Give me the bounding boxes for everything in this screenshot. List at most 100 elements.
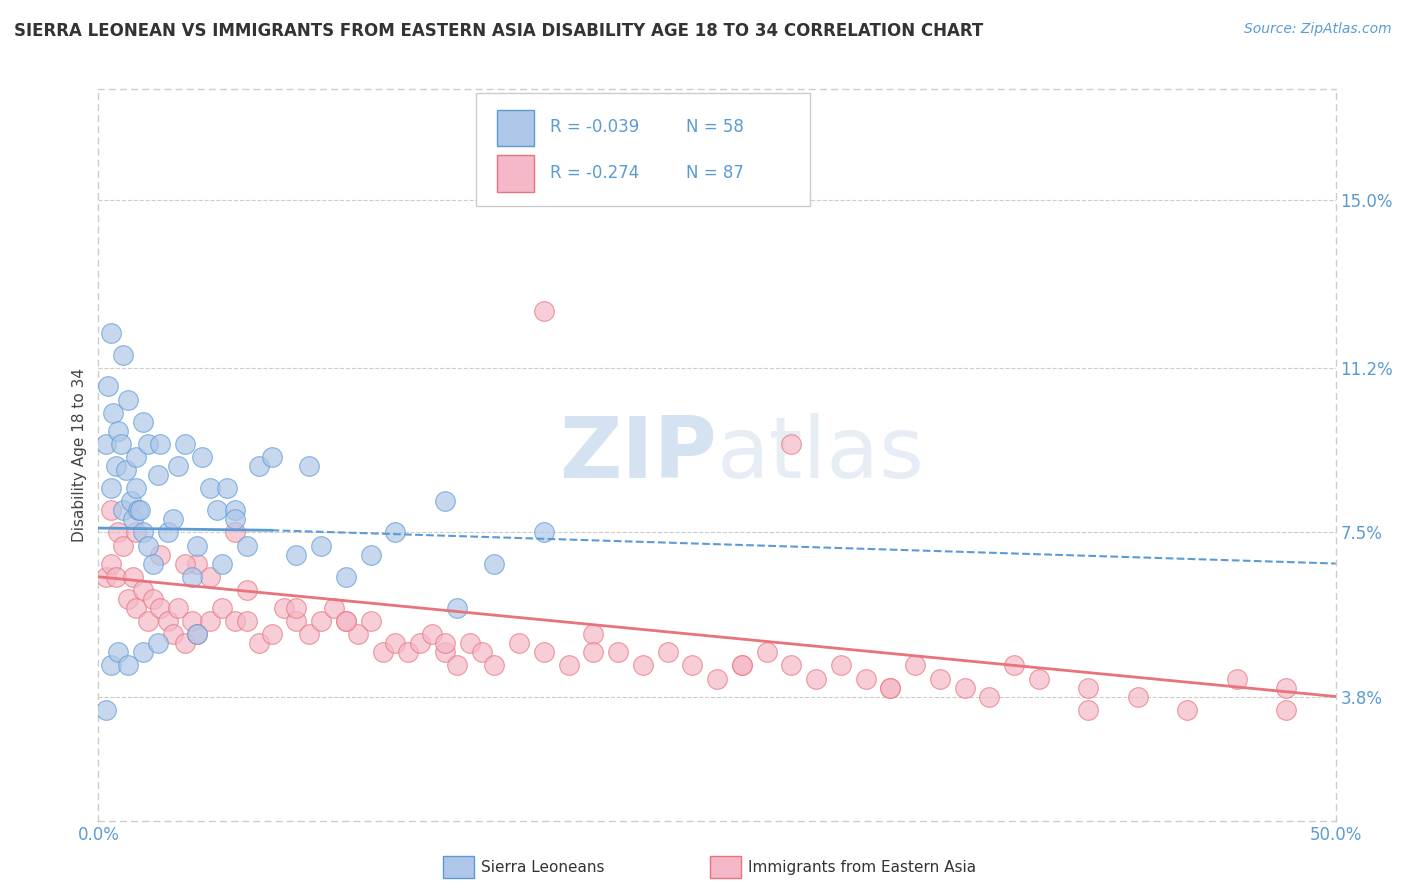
Point bbox=[260, 627, 283, 641]
Point bbox=[149, 600, 172, 615]
Point bbox=[309, 539, 332, 553]
Point bbox=[433, 645, 456, 659]
Point bbox=[1275, 703, 1298, 717]
Point bbox=[162, 512, 184, 526]
Point bbox=[120, 494, 142, 508]
Point bbox=[122, 512, 145, 526]
Point bbox=[731, 658, 754, 673]
Point bbox=[127, 503, 149, 517]
Point bbox=[142, 557, 165, 571]
Point bbox=[247, 636, 270, 650]
Point bbox=[174, 437, 197, 451]
Point bbox=[224, 512, 246, 526]
Point bbox=[384, 525, 406, 540]
Point bbox=[533, 303, 555, 318]
Point bbox=[224, 525, 246, 540]
Point bbox=[236, 539, 259, 553]
Point bbox=[174, 636, 197, 650]
Point bbox=[631, 658, 654, 673]
Point bbox=[236, 614, 259, 628]
Point bbox=[285, 600, 308, 615]
Point bbox=[706, 672, 728, 686]
Point bbox=[285, 548, 308, 562]
Point bbox=[107, 424, 129, 438]
Point bbox=[731, 658, 754, 673]
Point bbox=[433, 636, 456, 650]
Point bbox=[198, 570, 221, 584]
Y-axis label: Disability Age 18 to 34: Disability Age 18 to 34 bbox=[72, 368, 87, 542]
Point bbox=[117, 592, 139, 607]
Point bbox=[112, 539, 135, 553]
Point bbox=[396, 645, 419, 659]
Point bbox=[181, 614, 204, 628]
FancyBboxPatch shape bbox=[496, 155, 534, 192]
Point bbox=[112, 503, 135, 517]
Point bbox=[100, 481, 122, 495]
Point bbox=[107, 525, 129, 540]
Point bbox=[181, 570, 204, 584]
Point bbox=[149, 548, 172, 562]
Point bbox=[384, 636, 406, 650]
Point bbox=[103, 406, 125, 420]
Point bbox=[681, 658, 703, 673]
Point bbox=[186, 627, 208, 641]
Point bbox=[186, 539, 208, 553]
Point bbox=[582, 645, 605, 659]
Point bbox=[117, 392, 139, 407]
Point bbox=[904, 658, 927, 673]
Point bbox=[224, 503, 246, 517]
Point bbox=[309, 614, 332, 628]
Point bbox=[446, 600, 468, 615]
Point bbox=[347, 627, 370, 641]
Point bbox=[433, 494, 456, 508]
Point bbox=[217, 481, 239, 495]
Point bbox=[471, 645, 494, 659]
Point bbox=[142, 592, 165, 607]
Point bbox=[186, 627, 208, 641]
Point bbox=[198, 481, 221, 495]
Point bbox=[205, 503, 228, 517]
Point bbox=[1126, 690, 1149, 704]
Point bbox=[1077, 681, 1099, 695]
Point bbox=[211, 557, 233, 571]
Point bbox=[156, 525, 179, 540]
Point bbox=[508, 636, 530, 650]
Point bbox=[607, 645, 630, 659]
Point bbox=[94, 570, 117, 584]
Point bbox=[1002, 658, 1025, 673]
Point bbox=[247, 458, 270, 473]
Point bbox=[132, 583, 155, 598]
Point bbox=[830, 658, 852, 673]
Point bbox=[298, 458, 321, 473]
Point bbox=[582, 627, 605, 641]
Point bbox=[322, 600, 344, 615]
Point bbox=[104, 458, 127, 473]
Point bbox=[100, 326, 122, 340]
Point bbox=[97, 379, 120, 393]
Point bbox=[533, 525, 555, 540]
Text: R = -0.274: R = -0.274 bbox=[550, 164, 640, 182]
Point bbox=[191, 450, 214, 464]
Point bbox=[371, 645, 394, 659]
Point bbox=[409, 636, 432, 650]
Point bbox=[360, 614, 382, 628]
Point bbox=[132, 525, 155, 540]
Point bbox=[146, 636, 169, 650]
Text: Immigrants from Eastern Asia: Immigrants from Eastern Asia bbox=[748, 860, 976, 874]
Point bbox=[335, 614, 357, 628]
FancyBboxPatch shape bbox=[475, 93, 810, 206]
Point bbox=[162, 627, 184, 641]
Point bbox=[360, 548, 382, 562]
Point bbox=[236, 583, 259, 598]
Text: atlas: atlas bbox=[717, 413, 925, 497]
Text: Sierra Leoneans: Sierra Leoneans bbox=[481, 860, 605, 874]
Point bbox=[100, 503, 122, 517]
Point bbox=[124, 450, 146, 464]
Point bbox=[804, 672, 827, 686]
Point bbox=[110, 437, 132, 451]
Text: SIERRA LEONEAN VS IMMIGRANTS FROM EASTERN ASIA DISABILITY AGE 18 TO 34 CORRELATI: SIERRA LEONEAN VS IMMIGRANTS FROM EASTER… bbox=[14, 22, 983, 40]
Point bbox=[979, 690, 1001, 704]
Point bbox=[446, 658, 468, 673]
FancyBboxPatch shape bbox=[496, 110, 534, 146]
Point bbox=[94, 703, 117, 717]
